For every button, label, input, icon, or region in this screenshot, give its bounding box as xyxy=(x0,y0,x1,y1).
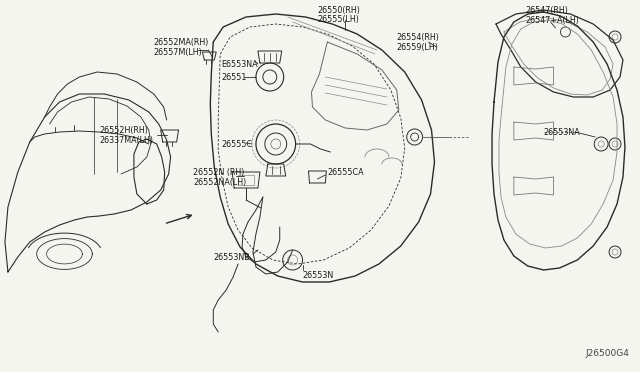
Text: 26552N (RH): 26552N (RH) xyxy=(193,167,245,176)
Text: 26557M(LH): 26557M(LH) xyxy=(154,48,202,57)
Text: 26550(RH): 26550(RH) xyxy=(317,6,360,15)
Text: 26559(LH): 26559(LH) xyxy=(397,42,438,51)
Text: 26553NA: 26553NA xyxy=(543,128,580,137)
Text: 26553NB: 26553NB xyxy=(213,253,250,262)
Text: 26552MA(RH): 26552MA(RH) xyxy=(154,38,209,46)
Text: 26552NA(LH): 26552NA(LH) xyxy=(193,177,246,186)
Text: 26551: 26551 xyxy=(221,73,246,81)
Text: 26555(LH): 26555(LH) xyxy=(317,15,359,23)
Text: E6553NA: E6553NA xyxy=(221,60,258,68)
Text: 26553N: 26553N xyxy=(303,270,334,279)
Text: 26547(RH): 26547(RH) xyxy=(525,6,568,15)
Text: 26547+A(LH): 26547+A(LH) xyxy=(525,16,580,25)
Text: 26555C: 26555C xyxy=(221,140,252,148)
Text: 26337MA(LH): 26337MA(LH) xyxy=(99,135,153,144)
Text: 26555CA: 26555CA xyxy=(327,167,364,176)
Text: 26552H(RH): 26552H(RH) xyxy=(99,125,148,135)
Text: 26554(RH): 26554(RH) xyxy=(397,32,440,42)
Text: J26500G4: J26500G4 xyxy=(585,350,629,359)
